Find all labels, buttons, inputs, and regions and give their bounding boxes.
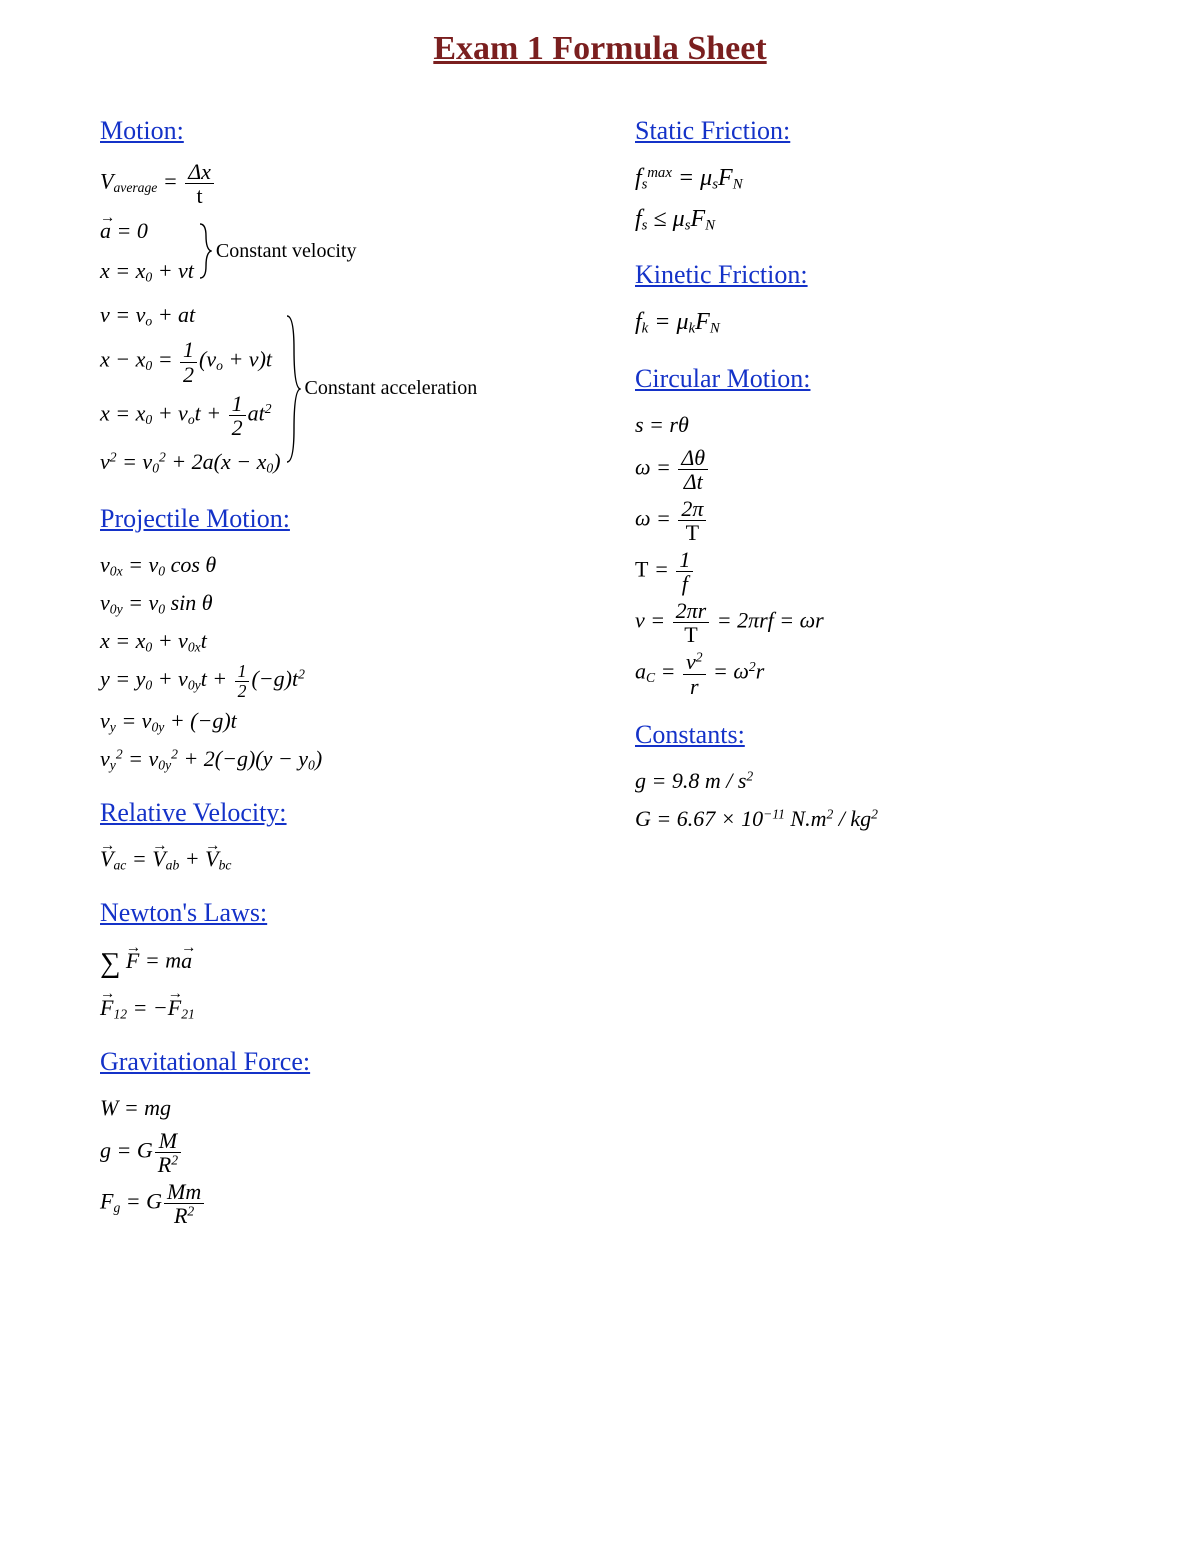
heading-static-friction: Static Friction: [635,116,1100,146]
relative-formulas: Vac = Vab + Vbc [100,842,565,876]
eq-proj-vy2: vy2 = v0y2 + 2(−g)(y − y0) [100,742,565,776]
const-velocity-group: a = 0 x = x0 + vt Constant velocity [100,211,565,291]
eq-v-squared: v2 = v02 + 2a(x − x0) [100,445,281,479]
gravity-formulas: W = mg g = GMR2 Fg = GMmR2 [100,1091,565,1227]
kinetic-friction-formulas: fk = μkFN [635,304,1100,341]
circular-formulas: s = rθ ω = ΔθΔt ω = 2πT T = 1f v = 2πrT … [635,408,1100,698]
eq-v-at: v = vo + at [100,298,281,332]
eq-v0y: v0y = v0 sin θ [100,586,565,620]
heading-motion: Motion: [100,116,565,146]
const-accel-group: v = vo + at x − x0 = 12(vo + v)t x = x0 … [100,295,565,482]
eq-fs-max: fs max = μsFN [635,160,1100,197]
heading-projectile: Projectile Motion: [100,504,565,534]
label-const-velocity: Constant velocity [216,236,357,267]
eq-weight: W = mg [100,1091,565,1125]
motion-formulas: Vaverage = Δxt a = 0 x = x0 + vt Constan… [100,160,565,482]
heading-newton: Newton's Laws: [100,898,565,928]
newton-formulas: ∑ F = ma F12 = −F21 [100,942,565,1024]
eq-sum-f: ∑ F = ma [100,942,565,986]
eq-big-g-value: G = 6.67 × 10−11 N.m2 / kg2 [635,802,1100,836]
eq-omega-dtheta: ω = ΔθΔt [635,446,1100,493]
eq-relative-v: Vac = Vab + Vbc [100,842,565,876]
eq-x-minus-x0: x − x0 = 12(vo + v)t [100,338,281,385]
left-column: Motion: Vaverage = Δxt a = 0 x = x0 + vt… [100,104,565,1249]
heading-kinetic-friction: Kinetic Friction: [635,260,1100,290]
eq-g-value: g = 9.8 m / s2 [635,764,1100,798]
heading-gravity: Gravitational Force: [100,1047,565,1077]
eq-period: T = 1f [635,548,1100,595]
eq-omega-2pi: ω = 2πT [635,497,1100,544]
columns: Motion: Vaverage = Δxt a = 0 x = x0 + vt… [100,104,1100,1249]
heading-relative: Relative Velocity: [100,798,565,828]
eq-little-g: g = GMR2 [100,1129,565,1176]
right-column: Static Friction: fs max = μsFN fs ≤ μsFN… [635,104,1100,1249]
constants-formulas: g = 9.8 m / s2 G = 6.67 × 10−11 N.m2 / k… [635,764,1100,836]
brace-icon [285,314,301,464]
eq-proj-x: x = x0 + v0xt [100,624,565,658]
heading-constants: Constants: [635,720,1100,750]
eq-fk: fk = μkFN [635,304,1100,341]
eq-arc: s = rθ [635,408,1100,442]
eq-v0x: v0x = v0 cos θ [100,548,565,582]
eq-newton-third: F12 = −F21 [100,991,565,1025]
eq-x-full: x = x0 + vot + 12at2 [100,392,281,439]
static-friction-formulas: fs max = μsFN fs ≤ μsFN [635,160,1100,238]
label-const-accel: Constant acceleration [305,373,478,404]
eq-a-zero: a = 0 [100,214,194,248]
eq-proj-vy: vy = v0y + (−g)t [100,704,565,738]
brace-icon [198,222,212,280]
eq-fs-ineq: fs ≤ μsFN [635,201,1100,238]
projectile-formulas: v0x = v0 cos θ v0y = v0 sin θ x = x0 + v… [100,548,565,776]
page: Exam 1 Formula Sheet Motion: Vaverage = … [0,0,1200,1553]
eq-x-const-v: x = x0 + vt [100,254,194,288]
eq-v-average: Vaverage = Δxt [100,160,565,207]
eq-tangential-v: v = 2πrT = 2πrf = ωr [635,599,1100,646]
eq-Fg: Fg = GMmR2 [100,1180,565,1227]
heading-circular: Circular Motion: [635,364,1100,394]
page-title: Exam 1 Formula Sheet [100,30,1100,68]
eq-centripetal-a: aC = v2r = ω2r [635,650,1100,697]
eq-proj-y: y = y0 + v0yt + 12(−g)t2 [100,662,565,700]
